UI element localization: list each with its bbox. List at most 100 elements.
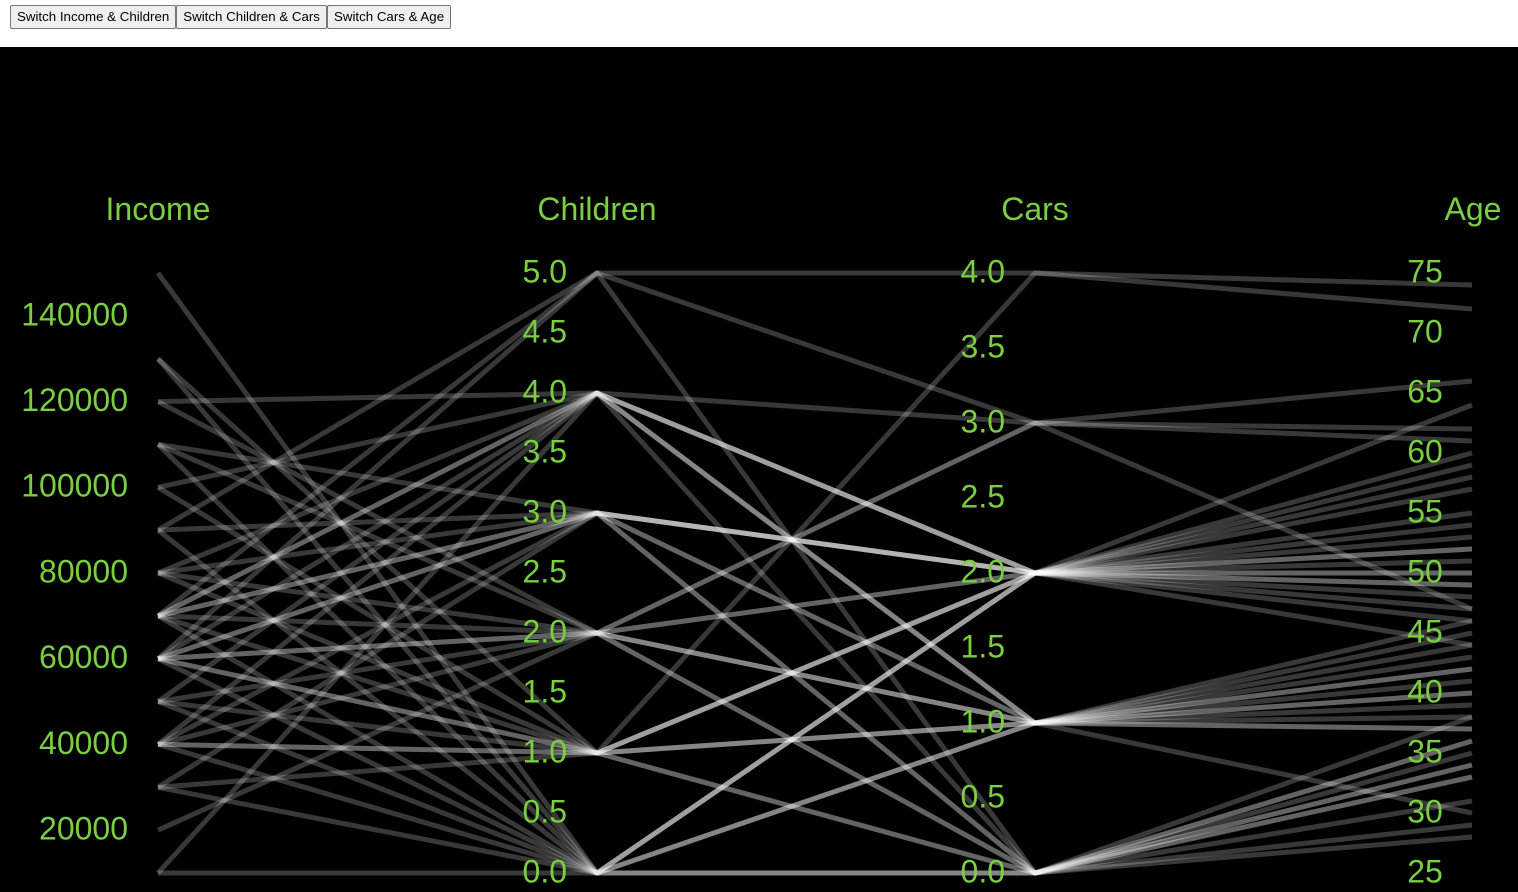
tick-label: 2.5 bbox=[523, 553, 567, 589]
tick-label: 30 bbox=[1407, 793, 1443, 829]
tick-label: 20000 bbox=[39, 811, 128, 847]
axis-income: Income 20000 40000 60000 80000 100000 120000 14… bbox=[21, 191, 210, 847]
tick-label: 0.0 bbox=[523, 853, 567, 889]
data-line bbox=[157, 510, 1473, 726]
tick-label: 25 bbox=[1407, 853, 1443, 889]
tick-label: 40000 bbox=[39, 725, 128, 761]
data-line bbox=[157, 441, 1473, 576]
tick-label: 3.0 bbox=[523, 493, 567, 529]
tick-label: 100000 bbox=[21, 468, 128, 504]
axis-title: Children bbox=[537, 191, 656, 227]
tick-label: 60000 bbox=[39, 639, 128, 675]
tick-label: 1.5 bbox=[523, 673, 567, 709]
data-line bbox=[157, 630, 1473, 747]
axis-title: Age bbox=[1445, 191, 1502, 227]
chart-svg: Income 20000 40000 60000 80000 100000 120000 14… bbox=[21, 191, 1501, 889]
data-line bbox=[157, 510, 1473, 662]
tick-label: 50 bbox=[1407, 553, 1443, 589]
data-line bbox=[156, 390, 1473, 726]
tick-label: 4.0 bbox=[523, 373, 567, 409]
data-line bbox=[156, 390, 1472, 875]
data-line bbox=[157, 390, 1473, 726]
data-line bbox=[156, 510, 1473, 747]
data-line bbox=[156, 462, 1473, 790]
data-line bbox=[156, 534, 1473, 876]
tick-label: 3.5 bbox=[961, 328, 1005, 364]
data-line bbox=[156, 357, 1473, 876]
data-line bbox=[157, 378, 1473, 705]
parallel-coordinates-plot: Income 20000 40000 60000 80000 100000 120000 14… bbox=[0, 47, 1518, 892]
data-line bbox=[157, 738, 1473, 876]
tick-label: 0.5 bbox=[961, 778, 1005, 814]
tick-label: 5.0 bbox=[523, 253, 567, 289]
data-line bbox=[157, 270, 1473, 790]
data-line bbox=[156, 390, 1473, 619]
axis-children: Children 0.0 0.5 1.0 1.5 2.0 2.5 3.0 3.5 4.0 4.5 5.… bbox=[523, 191, 657, 889]
axis-title: Cars bbox=[1001, 191, 1069, 227]
data-line bbox=[156, 570, 1473, 876]
data-lines bbox=[155, 270, 1473, 876]
data-line bbox=[157, 613, 1473, 876]
data-line bbox=[157, 546, 1473, 756]
data-line bbox=[157, 510, 1472, 619]
data-line bbox=[156, 399, 1473, 726]
axis-cars: Cars 0.0 0.5 1.0 1.5 2.0 2.5 3.0 3.5 4.0 bbox=[961, 191, 1069, 889]
data-line bbox=[157, 402, 1473, 756]
data-line bbox=[156, 390, 1473, 726]
tick-label: 3.5 bbox=[523, 433, 567, 469]
tick-label: 0.5 bbox=[523, 793, 567, 829]
data-line bbox=[157, 630, 1473, 876]
toolbar: Switch Income & Children Switch Children… bbox=[10, 5, 452, 29]
data-line bbox=[156, 390, 1473, 876]
data-line bbox=[156, 528, 1473, 876]
tick-label: 120000 bbox=[21, 382, 128, 418]
tick-label: 2.0 bbox=[961, 553, 1005, 589]
tick-label: 35 bbox=[1407, 733, 1443, 769]
tick-label: 60 bbox=[1407, 433, 1443, 469]
tick-label: 75 bbox=[1407, 253, 1443, 289]
tick-label: 1.0 bbox=[523, 733, 567, 769]
tick-label: 70 bbox=[1407, 313, 1443, 349]
tick-label: 4.0 bbox=[961, 253, 1005, 289]
tick-label: 2.0 bbox=[523, 613, 567, 649]
data-line bbox=[157, 510, 1473, 726]
data-line bbox=[157, 442, 1473, 636]
tick-label: 65 bbox=[1407, 373, 1443, 409]
data-line bbox=[158, 720, 1473, 876]
data-line bbox=[156, 270, 1473, 618]
tick-label: 1.0 bbox=[961, 703, 1005, 739]
data-line bbox=[157, 570, 1473, 876]
data-line bbox=[157, 390, 1473, 576]
data-line bbox=[157, 510, 1473, 876]
data-line bbox=[156, 270, 1473, 612]
data-line bbox=[157, 654, 1473, 756]
data-line bbox=[156, 420, 1473, 833]
switch-cars-age-button[interactable]: Switch Cars & Age bbox=[326, 5, 452, 29]
tick-label: 40 bbox=[1407, 673, 1443, 709]
data-line bbox=[157, 570, 1473, 876]
data-line bbox=[156, 442, 1473, 876]
tick-label: 4.5 bbox=[523, 313, 567, 349]
data-line bbox=[156, 270, 1473, 876]
data-line bbox=[157, 522, 1473, 662]
data-line bbox=[157, 390, 1473, 444]
tick-label: 80000 bbox=[39, 553, 128, 589]
tick-label: 0.0 bbox=[961, 853, 1005, 889]
data-line bbox=[157, 690, 1473, 876]
data-line bbox=[157, 510, 1473, 876]
data-line bbox=[157, 450, 1473, 756]
tick-label: 55 bbox=[1407, 493, 1443, 529]
data-line bbox=[157, 613, 1473, 732]
data-line bbox=[156, 356, 1473, 816]
tick-label: 140000 bbox=[21, 296, 128, 332]
switch-income-children-button[interactable]: Switch Income & Children bbox=[10, 5, 177, 29]
data-line bbox=[156, 485, 1473, 756]
tick-label: 1.5 bbox=[961, 628, 1005, 664]
tick-label: 45 bbox=[1407, 613, 1443, 649]
axis-age: Age 25 30 35 40 45 50 55 60 65 70 75 bbox=[1407, 191, 1501, 889]
data-line bbox=[157, 714, 1473, 756]
data-line bbox=[155, 271, 1473, 876]
axis-title: Income bbox=[106, 191, 211, 227]
switch-children-cars-button[interactable]: Switch Children & Cars bbox=[176, 5, 327, 29]
tick-label: 3.0 bbox=[961, 403, 1005, 439]
